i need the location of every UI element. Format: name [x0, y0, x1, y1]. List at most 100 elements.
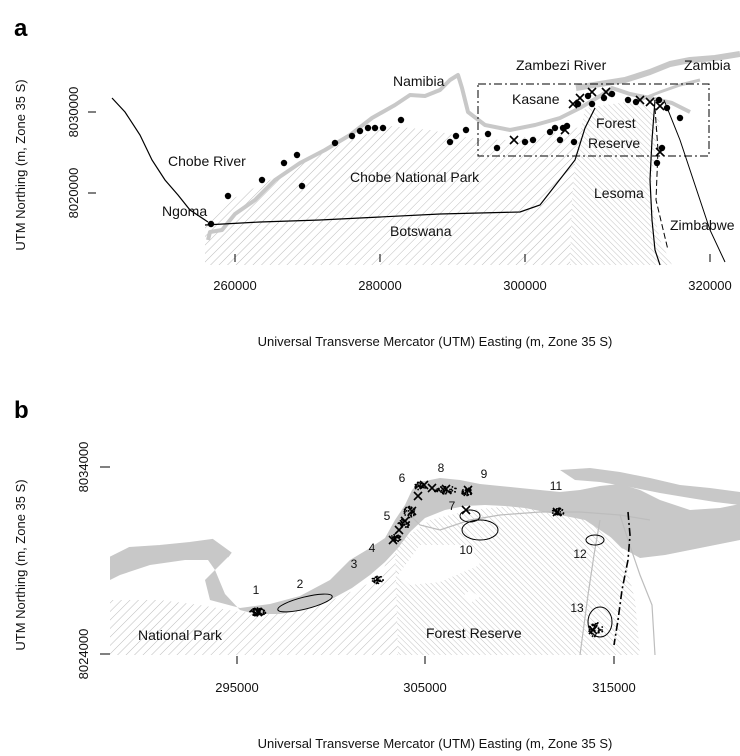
location-point: [416, 482, 419, 485]
survey-point: [624, 96, 632, 104]
survey-point: [570, 138, 578, 146]
location-point: [601, 626, 604, 628]
panel-b-y-tick-2: 8024000: [76, 629, 91, 680]
survey-cross: [575, 93, 585, 103]
location-point: [601, 629, 603, 631]
survey-point: [632, 98, 640, 106]
label-namibia: Namibia: [393, 73, 445, 89]
location-point: [416, 483, 418, 486]
location-point: [414, 487, 417, 490]
zambezi-river-b: [560, 468, 740, 505]
panel-a-survey-points: [207, 87, 684, 228]
panel-a-x-tick-2: 280000: [358, 278, 401, 293]
chobe-national-park-area: [205, 125, 585, 265]
location-point: [256, 607, 259, 609]
survey-point: [529, 136, 537, 144]
location-point: [405, 509, 408, 512]
location-cross: [461, 505, 471, 515]
survey-point: [663, 104, 671, 112]
site-label-9: 9: [481, 467, 488, 481]
survey-point: [293, 151, 301, 159]
survey-point: [446, 138, 454, 146]
location-point: [594, 624, 596, 627]
panel-a-x-tick-3: 300000: [503, 278, 546, 293]
location-point: [594, 634, 597, 636]
location-point: [380, 575, 382, 578]
zimbabwe-border: [649, 99, 661, 266]
survey-point: [563, 122, 571, 130]
survey-point: [356, 127, 364, 135]
location-point: [373, 581, 376, 584]
survey-point: [207, 220, 215, 228]
location-point: [262, 612, 265, 615]
home-range-2: [277, 593, 333, 613]
label-forest-reserve-b: Forest Reserve: [426, 625, 522, 641]
location-point: [415, 485, 418, 488]
location-point: [378, 579, 381, 582]
label-zambia: Zambia: [684, 57, 731, 73]
location-point: [444, 492, 447, 495]
location-point: [418, 485, 420, 487]
survey-point: [364, 124, 372, 132]
panel-a-x-tick-4: 320000: [688, 278, 731, 293]
panel-b-y-axis-title: UTM Northing (m, Zone 35 S): [13, 479, 28, 650]
panel-a-y-axis: [88, 111, 96, 194]
location-point: [440, 485, 442, 488]
survey-point: [658, 144, 666, 152]
location-point: [449, 488, 451, 491]
home-range-13: [587, 606, 613, 638]
survey-point: [462, 126, 470, 134]
location-cross: [253, 607, 263, 617]
location-point: [438, 489, 441, 492]
location-point: [440, 489, 443, 492]
site-label-5: 5: [384, 509, 391, 523]
survey-point: [608, 90, 616, 98]
panel-a-x-axis: [234, 254, 711, 262]
location-cross: [552, 507, 562, 517]
road-1: [404, 509, 651, 531]
survey-point: [298, 182, 306, 190]
survey-point: [521, 138, 529, 146]
label-zambezi-river: Zambezi River: [516, 57, 607, 73]
location-point: [390, 535, 393, 537]
survey-point: [588, 100, 596, 108]
survey-point: [546, 128, 554, 136]
location-point: [372, 577, 375, 580]
location-cross: [394, 525, 404, 535]
survey-cross: [635, 95, 645, 105]
location-point: [410, 514, 412, 517]
location-point: [422, 486, 425, 489]
survey-point: [653, 159, 661, 167]
home-range-7: [459, 509, 481, 523]
site-label-1: 1: [253, 583, 260, 597]
site-label-8: 8: [438, 461, 445, 475]
location-point: [419, 485, 422, 487]
site-label-4: 4: [369, 541, 376, 555]
location-point: [551, 512, 554, 514]
forest-reserve-clearing-1: [398, 545, 480, 585]
survey-cross: [560, 125, 570, 135]
botswana-park-boundary: [204, 107, 596, 226]
location-point: [377, 578, 380, 581]
study-area-box: [477, 83, 710, 157]
location-point: [561, 509, 563, 512]
survey-cross: [509, 135, 519, 145]
location-point: [396, 539, 399, 542]
location-point: [400, 521, 403, 523]
survey-cross: [655, 101, 665, 111]
forest-reserve-area: [570, 100, 672, 265]
site-label-11: 11: [550, 479, 563, 493]
panel-b-locations: [249, 480, 604, 638]
location-point: [404, 526, 407, 528]
panel-b-map: [110, 468, 740, 655]
location-point: [250, 609, 252, 612]
panel-b-x-tick-2: 305000: [403, 680, 446, 695]
location-point: [374, 579, 377, 582]
panel-b: b: [13, 397, 740, 751]
panel-b-x-tick-3: 315000: [592, 680, 635, 695]
site-label-13: 13: [570, 601, 584, 615]
location-cross: [400, 516, 410, 526]
location-point: [397, 522, 400, 525]
location-point: [593, 635, 596, 638]
label-ngoma: Ngoma: [162, 203, 207, 219]
